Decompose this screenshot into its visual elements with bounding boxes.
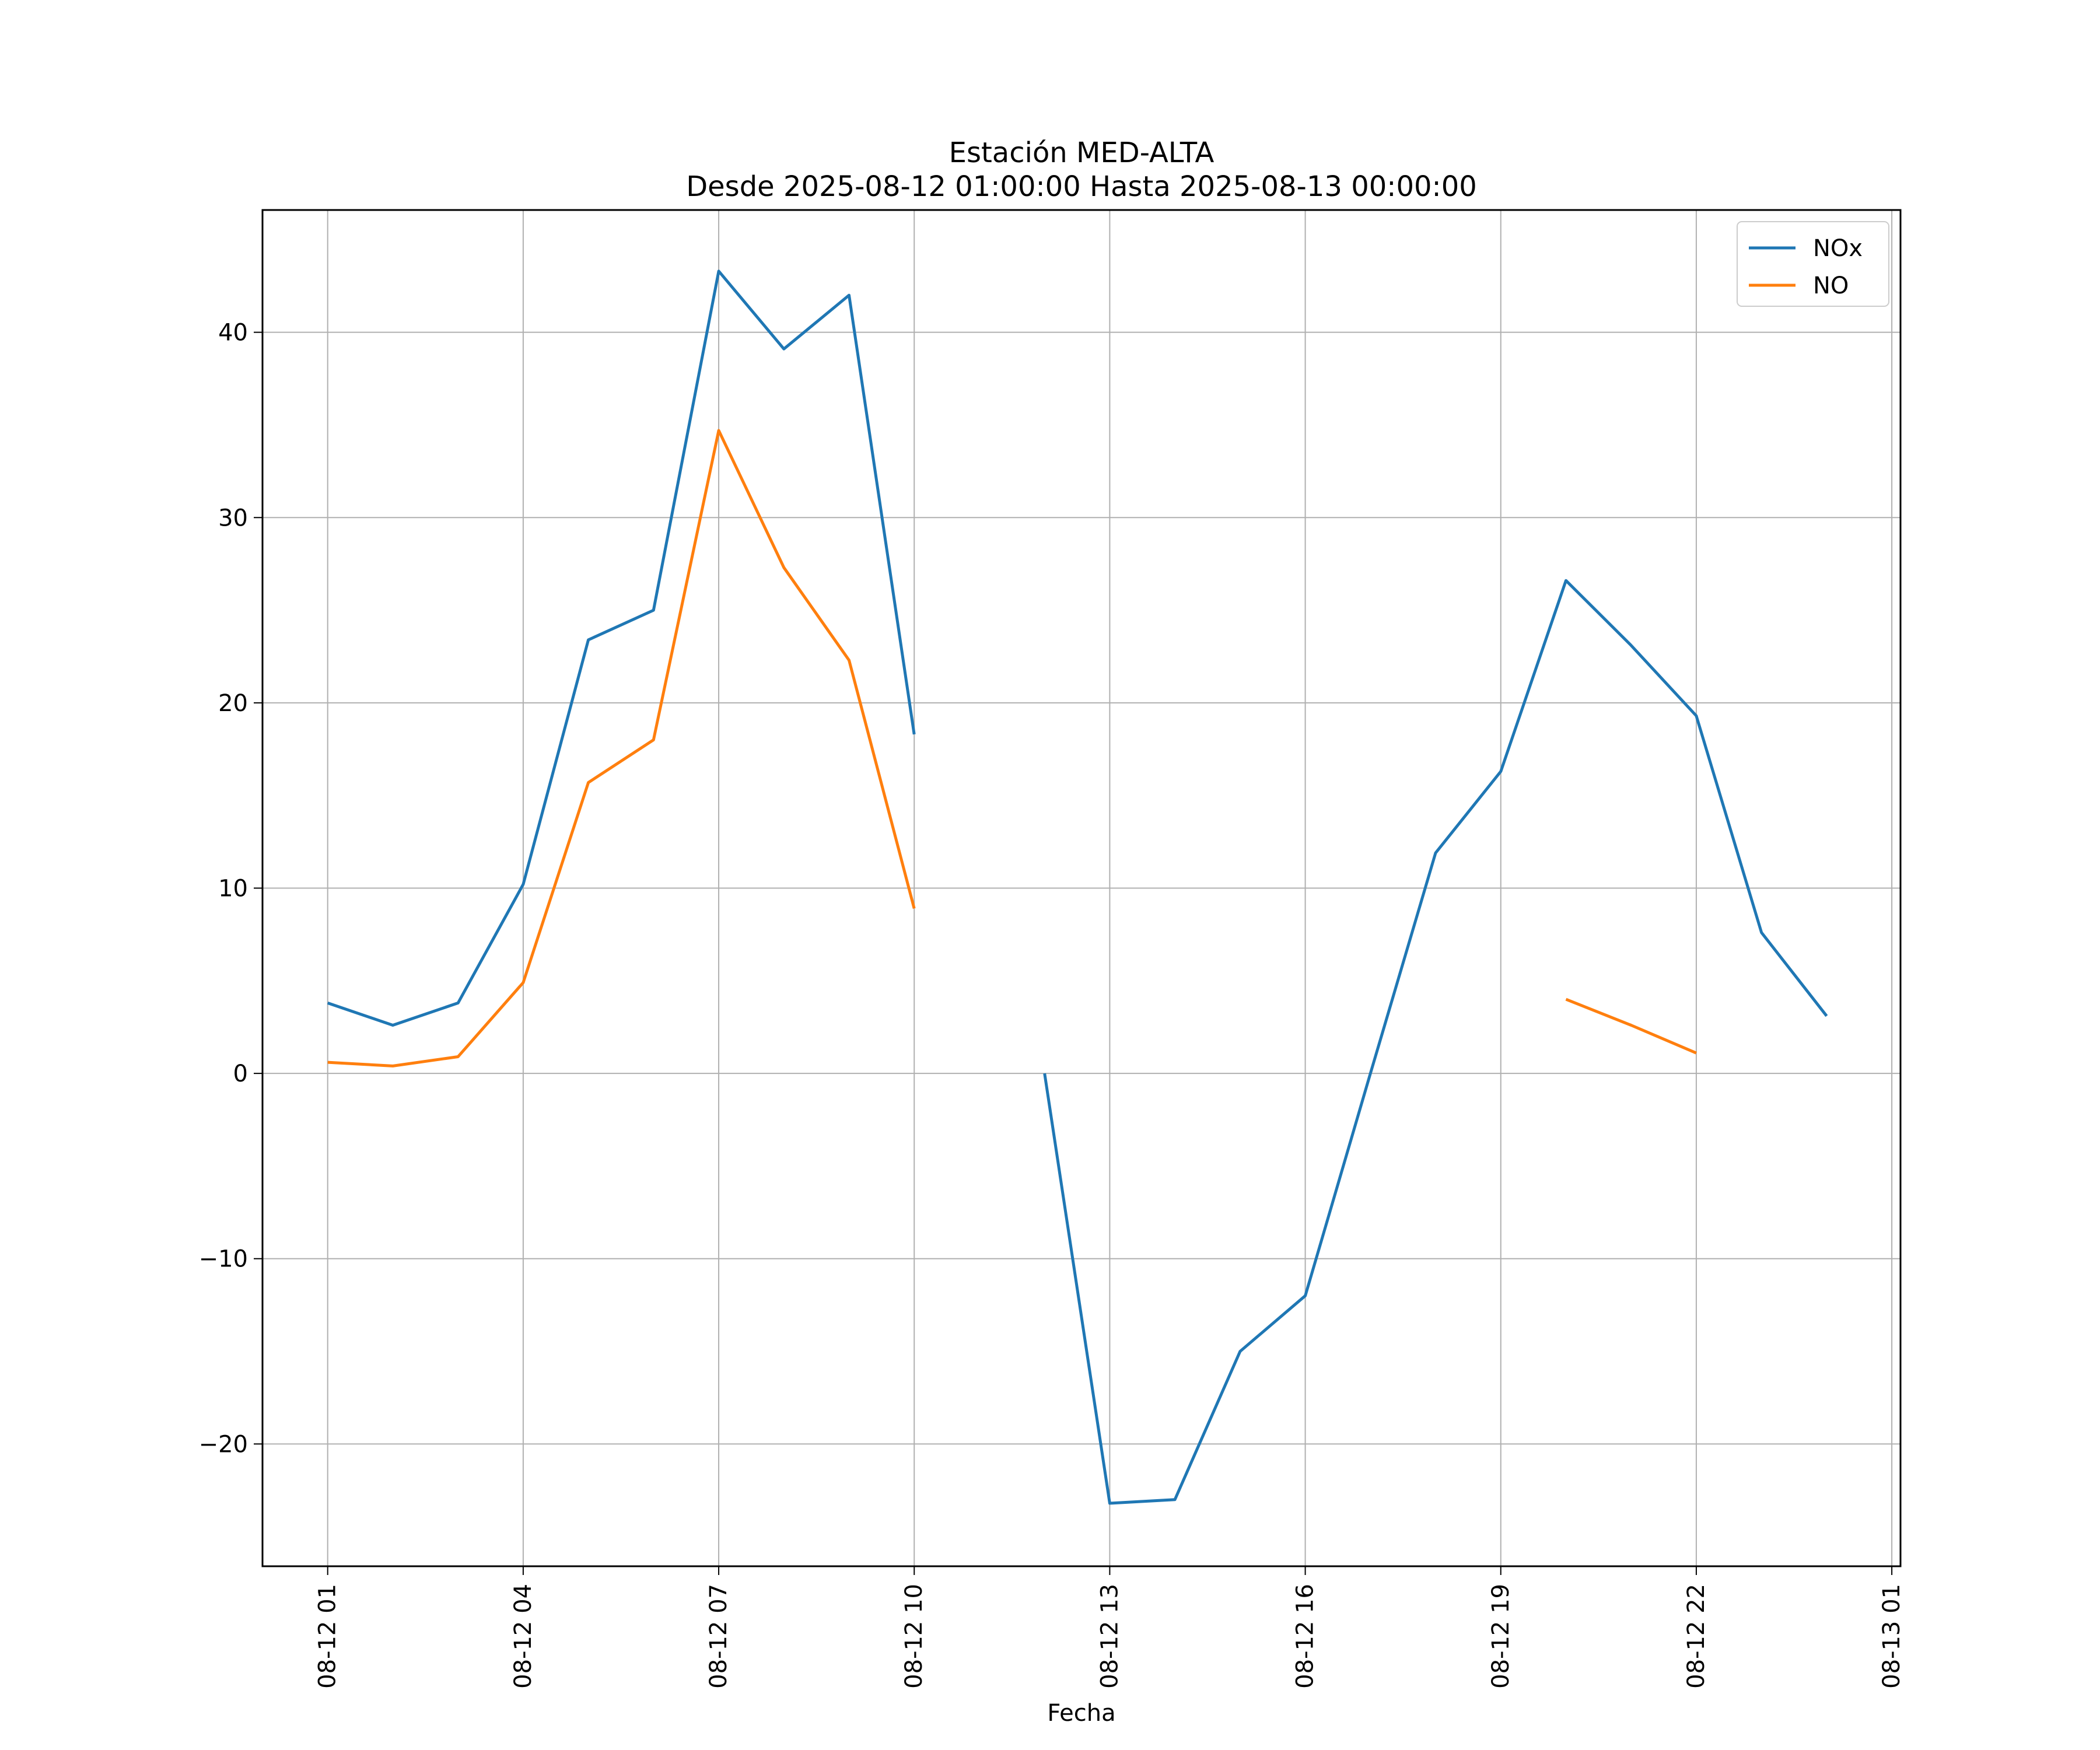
series-lines (327, 270, 1828, 1505)
y-tick-label: 0 (233, 1060, 248, 1087)
x-tick-label: 08-12 10 (901, 1584, 928, 1689)
y-tick-label: 20 (218, 690, 248, 717)
x-tick-label: 08-12 19 (1488, 1584, 1514, 1689)
y-tick-label: 30 (218, 505, 248, 531)
y-tick-label: −20 (199, 1431, 248, 1458)
y-tick-label: 40 (218, 320, 248, 346)
series-line-no (327, 429, 916, 1068)
x-tick-label: 08-13 01 (1878, 1584, 1905, 1689)
legend-label: NO (1813, 272, 1849, 299)
x-tick-label: 08-12 16 (1292, 1584, 1319, 1689)
series-line-nox (1043, 579, 1828, 1505)
legend: NOx NO (1737, 221, 1889, 307)
y-tick-label: −10 (199, 1246, 248, 1273)
x-tick-label: 08-12 07 (705, 1584, 732, 1689)
x-tick-label: 08-12 04 (510, 1584, 537, 1689)
chart-title: Estación MED-ALTA (949, 136, 1214, 169)
x-tick-label: 08-12 22 (1683, 1584, 1710, 1689)
x-axis-label: Fecha (1047, 1700, 1115, 1727)
chart-subtitle: Desde 2025-08-12 01:00:00 Hasta 2025-08-… (686, 170, 1477, 203)
x-tick-label: 08-12 01 (314, 1584, 341, 1689)
x-tick-label: 08-12 13 (1096, 1584, 1123, 1689)
series-line-no (1565, 998, 1697, 1055)
y-tick-label: 10 (218, 876, 248, 902)
y-axis-ticks: −20 −10 0 10 20 30 40 (199, 320, 262, 1458)
x-axis-ticks: 08-12 01 08-12 04 08-12 07 08-12 10 08-12 13… (314, 1566, 1905, 1689)
legend-label: NOx (1813, 235, 1863, 262)
series-line-nox (327, 270, 916, 1027)
